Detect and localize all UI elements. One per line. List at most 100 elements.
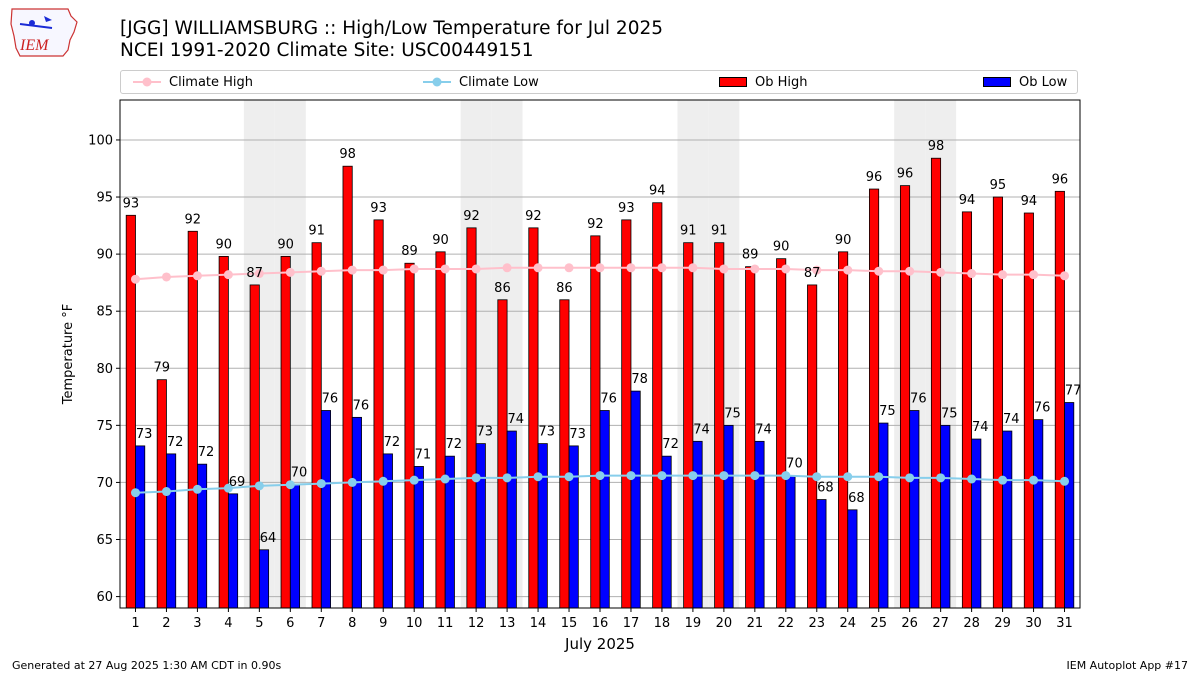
- ob-high-bar: [683, 242, 694, 609]
- ob-low-label: 76: [910, 392, 927, 407]
- ob-low-bar: [537, 443, 548, 609]
- climate-low-point: [874, 472, 884, 482]
- ob-low-label: 78: [631, 372, 648, 387]
- ob-low-bar: [1033, 419, 1044, 609]
- ob-low-label: 75: [879, 404, 896, 419]
- ob-high-label: 94: [959, 193, 976, 208]
- climate-high-point: [471, 264, 481, 274]
- climate-high-point: [223, 270, 233, 280]
- ob-low-bar-swatch: [983, 77, 1011, 87]
- climate-low-point: [936, 473, 946, 483]
- ob-high-bar: [838, 251, 849, 609]
- climate-high-point: [440, 264, 450, 274]
- generated-timestamp: Generated at 27 Aug 2025 1:30 AM CDT in …: [12, 659, 282, 672]
- ob-high-bar: [280, 255, 291, 609]
- ob-high-bar: [466, 227, 477, 609]
- climate-low-point: [378, 476, 388, 486]
- ob-low-label: 72: [167, 435, 184, 450]
- ob-low-label: 64: [260, 531, 277, 546]
- climate-high-point: [347, 265, 357, 275]
- legend-item-climate-high: Climate High: [133, 71, 253, 93]
- climate-low-point: [781, 471, 791, 481]
- climate-low-point: [657, 471, 667, 481]
- climate-high-point: [378, 265, 388, 275]
- climate-low-point: [533, 472, 543, 482]
- ob-low-bar: [847, 509, 858, 609]
- climate-high-point: [285, 267, 295, 277]
- ob-low-label: 68: [817, 481, 834, 496]
- ob-low-bar: [258, 549, 270, 609]
- ob-low-label: 72: [662, 437, 679, 452]
- ob-low-label: 76: [1034, 401, 1051, 416]
- x-tick-label: 1: [131, 616, 139, 631]
- ob-high-bar: [992, 196, 1003, 609]
- climate-high-point: [161, 272, 171, 282]
- climate-high-point: [564, 263, 574, 273]
- ob-high-label: 91: [308, 224, 325, 239]
- ob-low-bar: [816, 499, 827, 609]
- x-tick-label: 31: [1056, 616, 1073, 631]
- ob-low-bar: [382, 453, 393, 609]
- ob-high-label: 79: [154, 361, 171, 376]
- ob-low-label: 74: [972, 420, 989, 435]
- ob-high-label: 92: [587, 217, 604, 232]
- legend-label-climate-low: Climate Low: [459, 74, 539, 90]
- ob-low-label: 71: [415, 447, 432, 462]
- logo-text: IEM: [19, 37, 50, 54]
- climate-low-line-swatch: [423, 77, 451, 87]
- ob-low-label: 70: [291, 466, 308, 481]
- iem-logo: IEM: [8, 6, 80, 58]
- x-tick-label: 30: [1025, 616, 1042, 631]
- y-tick-label: 100: [88, 133, 113, 148]
- x-tick-label: 14: [530, 616, 547, 631]
- climate-low-point: [595, 471, 605, 481]
- y-tick-label: 90: [96, 248, 113, 263]
- x-tick-label: 17: [623, 616, 640, 631]
- ob-high-bar: [559, 299, 570, 609]
- climate-high-point: [719, 264, 729, 274]
- ob-high-label: 98: [928, 139, 945, 154]
- x-tick-label: 23: [809, 616, 826, 631]
- ob-low-bar: [878, 422, 889, 609]
- climate-low-point: [688, 471, 698, 481]
- ob-low-bar: [599, 410, 610, 609]
- climate-low-point: [223, 483, 233, 493]
- climate-high-point: [688, 263, 698, 273]
- y-tick-label: 70: [96, 476, 113, 491]
- climate-high-point: [626, 263, 636, 273]
- ob-high-bar: [404, 262, 415, 609]
- ob-high-label: 92: [525, 209, 542, 224]
- x-tick-label: 7: [317, 616, 325, 631]
- x-tick-label: 19: [685, 616, 702, 631]
- x-tick-label: 6: [286, 616, 294, 631]
- ob-high-label: 93: [618, 201, 635, 216]
- ob-high-label: 91: [711, 224, 728, 239]
- climate-low-point: [1029, 475, 1039, 485]
- ob-high-bar: [125, 214, 136, 609]
- ob-high-label: 98: [339, 147, 356, 162]
- climate-high-point: [533, 263, 543, 273]
- x-tick-label: 11: [437, 616, 454, 631]
- y-axis-label: Temperature °F: [61, 304, 76, 405]
- climate-high-point: [316, 266, 326, 276]
- climate-low-point: [254, 481, 264, 491]
- ob-low-bar: [289, 484, 301, 609]
- ob-low-label: 75: [724, 406, 741, 421]
- ob-low-bar: [166, 453, 177, 609]
- ob-high-bar: [930, 157, 942, 609]
- ob-high-bar: [745, 266, 756, 609]
- climate-low-point: [192, 484, 202, 494]
- climate-high-point: [595, 263, 605, 273]
- ob-high-label: 93: [123, 196, 140, 211]
- x-tick-label: 27: [932, 616, 949, 631]
- x-tick-label: 9: [379, 616, 387, 631]
- x-tick-label: 20: [716, 616, 733, 631]
- ob-high-label: 96: [1052, 172, 1069, 187]
- x-tick-label: 16: [592, 616, 609, 631]
- ob-high-label: 90: [215, 237, 232, 252]
- legend-label-ob-low: Ob Low: [1019, 74, 1068, 90]
- x-tick-label: 15: [561, 616, 578, 631]
- app-credit: IEM Autoplot App #17: [1066, 659, 1189, 672]
- y-tick-label: 60: [96, 590, 113, 605]
- ob-high-label: 90: [835, 233, 852, 248]
